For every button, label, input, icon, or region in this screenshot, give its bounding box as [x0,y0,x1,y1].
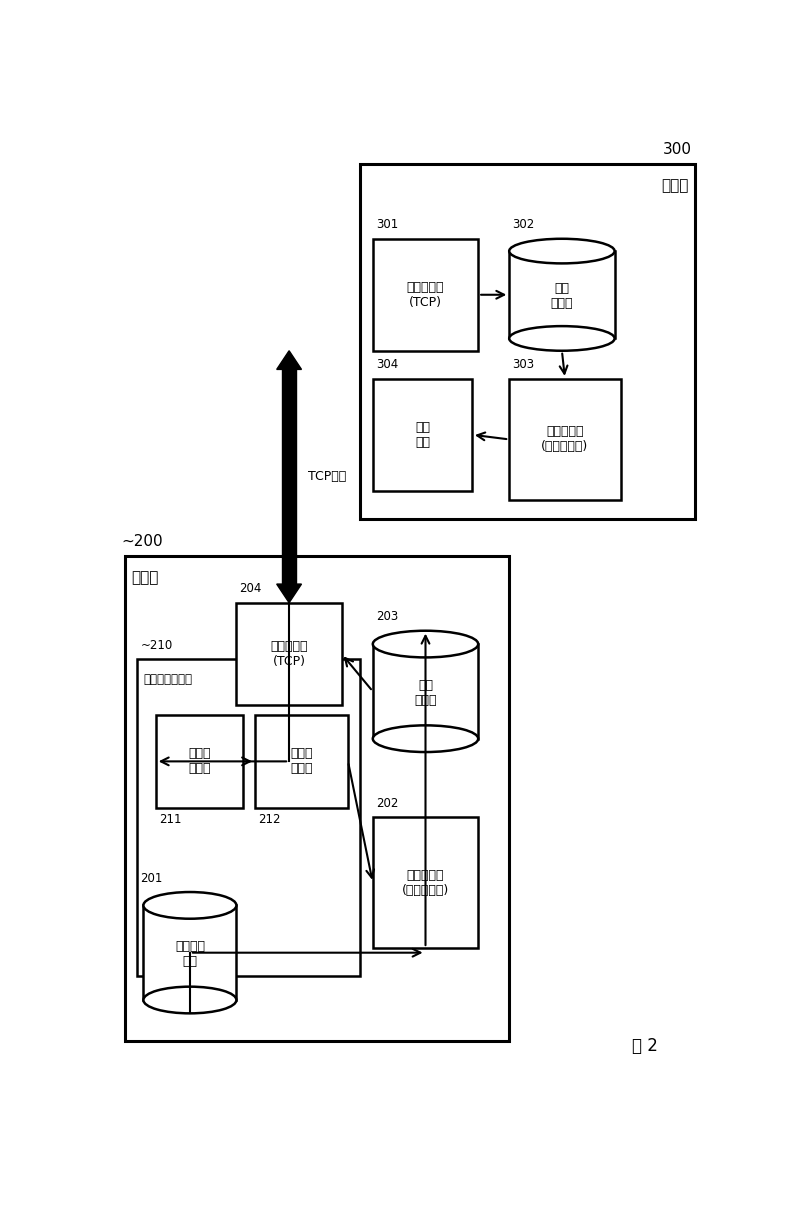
Text: 回放处理器
(例如，解码): 回放处理器 (例如，解码) [542,425,589,453]
Bar [510,251,614,338]
Text: 203: 203 [376,611,398,623]
Text: 300: 300 [663,142,692,156]
Text: 动态速率控制器: 动态速率控制器 [143,673,193,686]
Bar [373,644,478,738]
Text: 211: 211 [159,813,182,825]
Text: 301: 301 [376,218,398,231]
Text: 内容提供
单元: 内容提供 单元 [175,941,205,968]
Ellipse shape [143,892,237,919]
Text: 数据处理器
(例如，编码): 数据处理器 (例如，编码) [402,869,449,897]
Bar [510,378,621,501]
Text: ~210: ~210 [140,639,173,652]
Bar [373,239,478,350]
Text: 接收
缓冲器: 接收 缓冲器 [550,282,573,310]
Bar [373,817,478,948]
Bar [255,715,348,808]
Text: 303: 303 [512,359,534,371]
Bar [360,164,695,519]
Text: TCP连接: TCP连接 [308,470,346,484]
Bar [138,659,360,976]
Bar [373,378,472,491]
Text: 服务器: 服务器 [131,570,158,585]
Text: 302: 302 [512,218,534,231]
Text: 数据收发器
(TCP): 数据收发器 (TCP) [406,281,444,309]
Text: 数据收发器
(TCP): 数据收发器 (TCP) [270,640,308,668]
Text: 201: 201 [140,871,162,885]
Text: 比特率
设置器: 比特率 设置器 [290,748,313,776]
Bar [282,370,296,584]
Text: 图 2: 图 2 [632,1037,658,1056]
Text: 输出
单元: 输出 单元 [415,421,430,448]
Text: 客户机: 客户机 [662,178,689,193]
Bar [156,715,242,808]
Text: ~200: ~200 [122,533,163,549]
Polygon shape [277,350,302,370]
Ellipse shape [373,725,478,751]
Ellipse shape [509,326,614,350]
Ellipse shape [373,630,478,657]
Text: 传输
缓冲器: 传输 缓冲器 [414,679,437,707]
Bar [237,602,342,705]
Text: 吞吐量
计算器: 吞吐量 计算器 [188,748,210,776]
Polygon shape [277,584,302,602]
Text: 204: 204 [239,582,262,595]
Bar [125,556,509,1041]
Ellipse shape [143,987,237,1013]
Ellipse shape [509,239,614,263]
Text: 202: 202 [376,797,398,810]
Text: 304: 304 [376,359,398,371]
Bar [143,905,237,1000]
Text: 212: 212 [258,813,281,825]
